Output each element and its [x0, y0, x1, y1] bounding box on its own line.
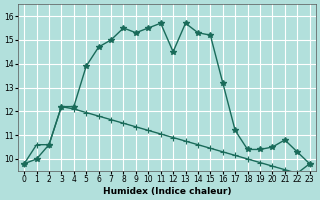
- X-axis label: Humidex (Indice chaleur): Humidex (Indice chaleur): [103, 187, 231, 196]
